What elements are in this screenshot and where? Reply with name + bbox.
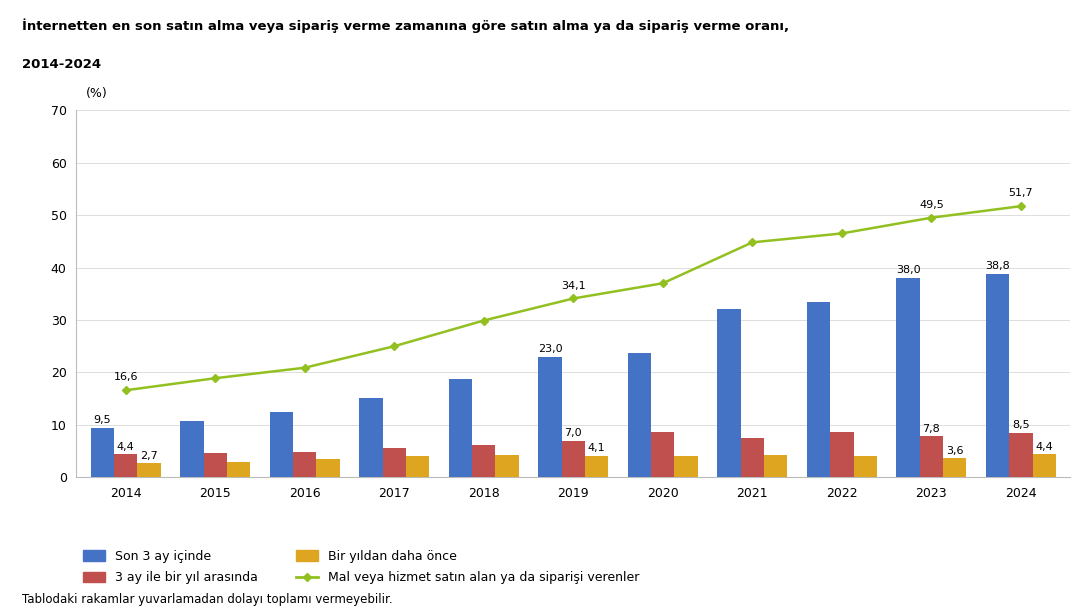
- Bar: [764, 455, 787, 477]
- Bar: [538, 357, 561, 477]
- Text: 3,6: 3,6: [946, 446, 963, 456]
- Bar: [317, 459, 340, 477]
- Bar: [227, 461, 250, 477]
- Text: Tablodaki rakamlar yuvarlamadan dolayı toplamı vermeyebilir.: Tablodaki rakamlar yuvarlamadan dolayı t…: [22, 593, 392, 606]
- Bar: [830, 432, 854, 477]
- Text: 4,4: 4,4: [1035, 442, 1053, 452]
- Bar: [854, 456, 877, 477]
- Bar: [114, 454, 138, 477]
- Bar: [919, 436, 943, 477]
- Bar: [406, 456, 429, 477]
- Text: 4,4: 4,4: [117, 442, 134, 452]
- Bar: [138, 463, 161, 477]
- Legend: Son 3 ay içinde, 3 ay ile bir yıl arasında, Bir yıldan daha önce, Mal veya hizme: Son 3 ay içinde, 3 ay ile bir yıl arasın…: [83, 550, 640, 584]
- Text: 23,0: 23,0: [537, 344, 562, 354]
- Bar: [628, 353, 651, 477]
- Text: 8,5: 8,5: [1012, 420, 1030, 430]
- Bar: [203, 453, 227, 477]
- Bar: [651, 431, 675, 477]
- Text: 4,1: 4,1: [587, 443, 605, 453]
- Bar: [986, 274, 1009, 477]
- Text: (%): (%): [85, 87, 107, 100]
- Text: 2,7: 2,7: [140, 450, 158, 461]
- Bar: [717, 309, 740, 477]
- Bar: [943, 458, 966, 477]
- Bar: [180, 421, 203, 477]
- Bar: [740, 438, 764, 477]
- Bar: [270, 412, 293, 477]
- Bar: [472, 445, 496, 477]
- Text: 51,7: 51,7: [1009, 188, 1033, 198]
- Text: 2014-2024: 2014-2024: [22, 58, 100, 71]
- Bar: [675, 457, 698, 477]
- Bar: [897, 278, 919, 477]
- Text: İnternetten en son satın alma veya sipariş verme zamanına göre satın alma ya da : İnternetten en son satın alma veya sipar…: [22, 18, 788, 33]
- Bar: [807, 302, 830, 477]
- Bar: [449, 379, 472, 477]
- Bar: [496, 455, 519, 477]
- Bar: [1009, 433, 1033, 477]
- Text: 34,1: 34,1: [561, 281, 585, 291]
- Bar: [382, 448, 406, 477]
- Bar: [585, 456, 608, 477]
- Bar: [561, 441, 585, 477]
- Bar: [359, 398, 382, 477]
- Bar: [91, 428, 114, 477]
- Text: 49,5: 49,5: [919, 200, 943, 210]
- Text: 38,8: 38,8: [985, 261, 1010, 271]
- Text: 38,0: 38,0: [895, 266, 921, 275]
- Text: 9,5: 9,5: [94, 415, 111, 425]
- Bar: [293, 452, 317, 477]
- Text: 7,8: 7,8: [923, 424, 940, 434]
- Text: 7,0: 7,0: [565, 428, 582, 438]
- Bar: [1033, 454, 1056, 477]
- Text: 16,6: 16,6: [114, 373, 138, 382]
